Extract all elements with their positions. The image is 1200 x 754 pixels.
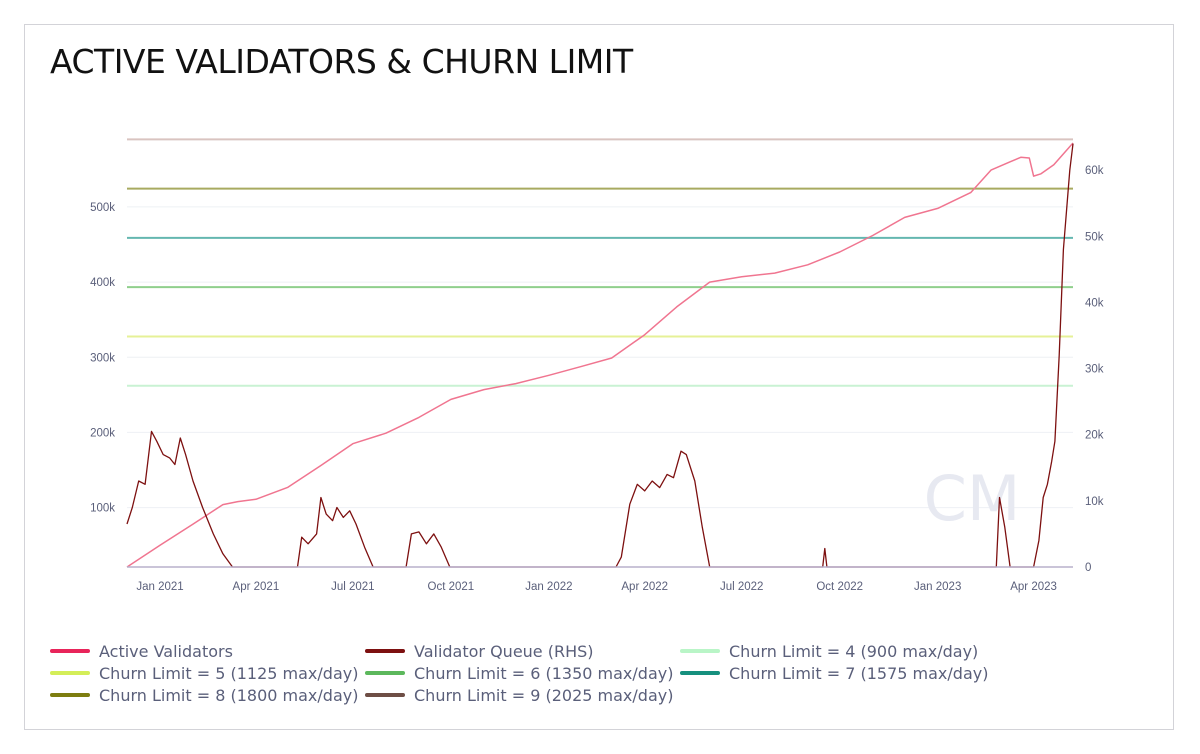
legend-item-churn-4[interactable]: Churn Limit = 4 (900 max/day) [680, 640, 978, 662]
x-tick-label: Apr 2023 [1010, 581, 1057, 593]
legend-item-active-validators[interactable]: Active Validators [50, 640, 233, 662]
legend-swatch [365, 671, 405, 675]
chart-title: ACTIVE VALIDATORS & CHURN LIMIT [50, 42, 633, 81]
legend-label: Churn Limit = 5 (1125 max/day) [99, 663, 359, 683]
series-line-active-validators [126, 142, 1074, 568]
x-tick-label: Oct 2021 [428, 581, 475, 593]
series-layer [126, 142, 1074, 568]
legend-swatch [365, 649, 405, 653]
legend-label: Churn Limit = 6 (1350 max/day) [414, 663, 674, 683]
axis-layer: Jan 2021 Apr 2021 Jul 2021 Oct 2021 Jan 2022… [90, 165, 1104, 593]
x-tick-label: Jan 2023 [914, 581, 961, 593]
y-left-tick-label: 300k [90, 352, 115, 364]
legend-swatch [680, 671, 720, 675]
y-right-tick-label: 0 [1085, 562, 1091, 574]
x-tick-label: Apr 2021 [233, 581, 280, 593]
grid-layer [127, 206, 1073, 509]
y-left-tick-label: 200k [90, 427, 115, 439]
y-left-tick-label: 400k [90, 277, 115, 289]
y-right-tick-label: 30k [1085, 364, 1104, 376]
legend-label: Churn Limit = 9 (2025 max/day) [414, 685, 674, 705]
y-left-tick-label: 100k [90, 503, 115, 515]
y-right-tick-label: 10k [1085, 496, 1104, 508]
legend-item-validator-queue[interactable]: Validator Queue (RHS) [365, 640, 594, 662]
x-tick-label: Jul 2022 [720, 581, 763, 593]
y-right-tick-label: 20k [1085, 430, 1104, 442]
legend-swatch [50, 671, 90, 675]
legend-label: Churn Limit = 7 (1575 max/day) [729, 663, 989, 683]
legend-item-churn-6[interactable]: Churn Limit = 6 (1350 max/day) [365, 662, 673, 684]
legend-item-churn-7[interactable]: Churn Limit = 7 (1575 max/day) [680, 662, 988, 684]
legend-swatch [50, 693, 90, 697]
legend-swatch [50, 649, 90, 653]
legend-label: Churn Limit = 8 (1800 max/day) [99, 685, 359, 705]
y-right-tick-label: 60k [1085, 165, 1104, 177]
legend-item-churn-5[interactable]: Churn Limit = 5 (1125 max/day) [50, 662, 358, 684]
x-tick-label: Apr 2022 [621, 581, 668, 593]
legend-item-churn-8[interactable]: Churn Limit = 8 (1800 max/day) [50, 684, 358, 706]
legend-label: Validator Queue (RHS) [414, 641, 594, 661]
legend-swatch [680, 649, 720, 653]
legend-item-churn-9[interactable]: Churn Limit = 9 (2025 max/day) [365, 684, 673, 706]
watermark-logo: CM [924, 462, 1021, 535]
x-tick-label: Jul 2021 [331, 581, 374, 593]
y-right-tick-label: 40k [1085, 297, 1104, 309]
x-tick-label: Jan 2021 [136, 581, 183, 593]
y-right-tick-label: 50k [1085, 231, 1104, 243]
reference-lines [127, 138, 1073, 387]
legend-swatch [365, 693, 405, 697]
y-left-tick-label: 500k [90, 202, 115, 214]
legend-label: Active Validators [99, 641, 233, 661]
chart-card [24, 24, 1174, 730]
x-tick-label: Jan 2022 [525, 581, 572, 593]
x-tick-label: Oct 2022 [816, 581, 863, 593]
series-line-validator-queue [126, 143, 1074, 568]
legend-label: Churn Limit = 4 (900 max/day) [729, 641, 979, 661]
